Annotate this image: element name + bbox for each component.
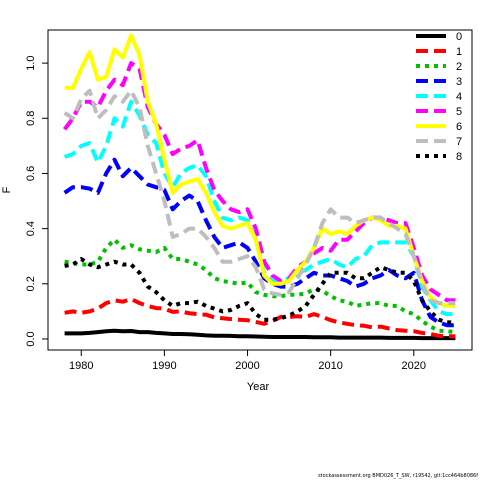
legend-label: 8: [456, 151, 462, 163]
legend-label: 5: [456, 106, 462, 118]
x-axis-label: Year: [247, 381, 270, 393]
x-tick-label: 1980: [69, 360, 93, 372]
y-tick-label: 0.4: [25, 221, 37, 236]
y-axis-label: F: [1, 186, 13, 193]
series-layer: [63, 33, 456, 341]
y-tick-label: 0.2: [25, 276, 37, 291]
legend-label: 3: [456, 76, 462, 88]
legend-label: 2: [456, 61, 462, 73]
y-tick-label: 0.6: [25, 166, 37, 181]
legend-label: 0: [456, 31, 462, 43]
x-tick-label: 2010: [318, 360, 342, 372]
x-tick-label: 2020: [402, 360, 426, 372]
series-line-3: [63, 157, 456, 328]
y-tick-label: 0.8: [25, 111, 37, 126]
series-line-7: [63, 88, 456, 306]
series-line-5: [63, 61, 456, 303]
legend-label: 6: [456, 121, 462, 133]
x-tick-label: 1990: [152, 360, 176, 372]
legend: 0 1 2 3 4 5 6 7 8: [416, 31, 462, 163]
series-line-0: [64, 328, 456, 341]
x-axis: 1980 1990 2000 2010 2020: [69, 350, 426, 372]
series-line-1: [64, 297, 456, 339]
y-tick-label: 0.0: [25, 331, 37, 346]
x-tick-label: 2000: [235, 360, 259, 372]
legend-label: 4: [456, 91, 462, 103]
y-tick-label: 1.0: [25, 55, 37, 70]
y-axis: 0.0 0.2 0.4 0.6 0.8 1.0: [25, 55, 48, 347]
footer-source: stockassessment.org BMD026_T_SW, r19542,…: [318, 473, 478, 479]
legend-label: 7: [456, 136, 462, 148]
series-line-8: [64, 257, 456, 325]
legend-label: 1: [456, 46, 462, 58]
plot-frame: [47, 29, 473, 351]
